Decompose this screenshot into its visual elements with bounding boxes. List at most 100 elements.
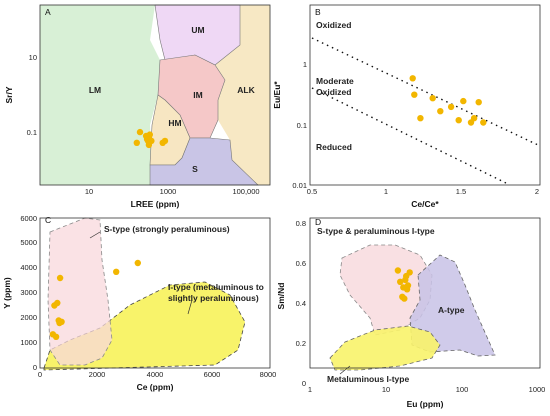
y-tick-d-0: 0 — [302, 379, 306, 388]
region-label-i-type-c-1: I-type (metaluminous to — [168, 282, 264, 292]
data-point — [447, 103, 455, 111]
region-alk — [215, 5, 270, 185]
x-tick-c-1: 2000 — [89, 370, 106, 379]
data-point — [394, 267, 402, 274]
y-tick-b-0: 1 — [303, 60, 307, 69]
x-tick-d-2: 100 — [456, 385, 469, 394]
region-label-um: UM — [191, 25, 204, 35]
data-point — [52, 333, 60, 340]
region-label-oxidized: Oxidized — [316, 20, 351, 30]
x-tick-a-1: 1000 — [160, 187, 177, 196]
panel-label-b: B — [315, 7, 321, 17]
y-axis-label-a: Sr/Y — [4, 86, 14, 103]
data-point — [146, 131, 153, 138]
data-point — [470, 115, 478, 122]
boundary-lower-b — [311, 87, 509, 185]
y-tick-b-2: 0.01 — [292, 181, 307, 190]
data-point — [404, 282, 412, 289]
points-d — [394, 267, 413, 302]
leader-s-type — [89, 231, 101, 239]
data-point — [148, 137, 155, 145]
data-point — [409, 75, 416, 82]
x-tick-c-2: 4000 — [147, 370, 164, 379]
x-tick-b-0: 0.5 — [307, 187, 317, 196]
region-label-s: S — [192, 164, 198, 174]
x-axis-label-c: Ce (ppm) — [137, 382, 174, 392]
y-tick-c-0: 0 — [33, 363, 37, 372]
x-axis-label-d: Eu (ppm) — [407, 399, 444, 409]
y-tick-c-4: 4000 — [20, 263, 37, 272]
region-label-a-type: A-type — [438, 305, 465, 315]
y-tick-c-5: 5000 — [20, 238, 37, 247]
panel-label-a: A — [45, 7, 51, 17]
x-tick-b-2: 1.5 — [456, 187, 466, 196]
y-axis-label-d: Sm/Nd — [276, 283, 286, 310]
x-tick-d-3: 1000 — [529, 385, 546, 394]
data-point — [480, 119, 487, 126]
region-label-moderate: Moderate — [316, 76, 354, 86]
panel-b: Oxidized Moderate Oxidized Reduced B 0.5… — [272, 4, 541, 209]
data-point — [406, 269, 413, 276]
x-tick-c-4: 8000 — [260, 370, 277, 379]
y-tick-c-6: 6000 — [20, 214, 37, 223]
data-point — [411, 91, 418, 98]
region-label-s-type-d: S-type & peraluminous I-type — [317, 226, 435, 236]
data-point — [54, 299, 61, 307]
points-b — [409, 75, 487, 126]
region-label-hm: HM — [168, 118, 181, 128]
leader-i-type — [187, 299, 193, 315]
data-point — [161, 137, 169, 145]
x-axis-label-a: LREE (ppm) — [131, 199, 180, 209]
points-a — [133, 128, 169, 149]
x-axis-label-b: Ce/Ce* — [411, 199, 439, 209]
panel-a: UM LM IM ALK HM S A 10 1000 100,000 10 0… — [4, 4, 271, 209]
data-point — [113, 268, 120, 275]
data-point — [475, 99, 482, 106]
x-tick-c-3: 6000 — [204, 370, 221, 379]
data-point — [136, 128, 144, 136]
y-tick-d-2: 0.4 — [296, 299, 306, 308]
y-axis-label-c: Y (ppm) — [2, 277, 12, 309]
region-label-s-type-c: S-type (strongly peraluminous) — [104, 224, 230, 234]
data-point — [455, 117, 462, 124]
y-tick-a-1: 0.1 — [27, 128, 37, 137]
y-tick-b-1: 0.1 — [297, 121, 307, 130]
panel-label-d: D — [315, 217, 321, 227]
data-point — [56, 274, 64, 282]
y-axis-label-b: Eu/Eu* — [272, 81, 282, 109]
region-label-metaluminous: Metaluminous I-type — [327, 374, 409, 384]
x-tick-c-0: 0 — [38, 370, 42, 379]
x-tick-b-1: 1 — [384, 187, 388, 196]
region-s-type-d — [339, 244, 433, 336]
x-tick-d-1: 10 — [382, 385, 390, 394]
leader-metaluminous — [339, 365, 351, 375]
region-s-type-c — [47, 217, 113, 366]
x-tick-a-0: 10 — [85, 187, 93, 196]
y-tick-c-2: 2000 — [20, 313, 37, 322]
y-tick-d-1: 0.2 — [296, 339, 306, 348]
x-tick-b-3: 2 — [535, 187, 539, 196]
plot-frame-c — [39, 217, 271, 369]
region-a-type-d — [409, 254, 496, 357]
region-label-lm: LM — [89, 85, 101, 95]
data-point — [401, 295, 408, 302]
y-tick-a-0: 10 — [29, 53, 37, 62]
panel-label-c: C — [45, 215, 51, 225]
data-point — [133, 139, 140, 146]
data-point — [134, 259, 141, 267]
plot-frame-b — [309, 4, 541, 186]
region-label-reduced: Reduced — [316, 142, 352, 152]
data-point — [429, 95, 436, 102]
region-label-im: IM — [193, 90, 202, 100]
y-tick-d-3: 0.6 — [296, 259, 306, 268]
region-label-i-type-c-2: slightly peraluminous) — [168, 293, 259, 303]
x-tick-a-2: 100,000 — [232, 187, 259, 196]
y-tick-c-3: 3000 — [20, 288, 37, 297]
data-point — [437, 108, 444, 115]
region-label-moderate-oxidized: Oxidized — [316, 87, 351, 97]
data-point — [58, 318, 65, 325]
panel-c: S-type (strongly peraluminous) I-type (m… — [2, 214, 276, 392]
data-point — [460, 97, 467, 105]
data-point — [417, 115, 424, 122]
